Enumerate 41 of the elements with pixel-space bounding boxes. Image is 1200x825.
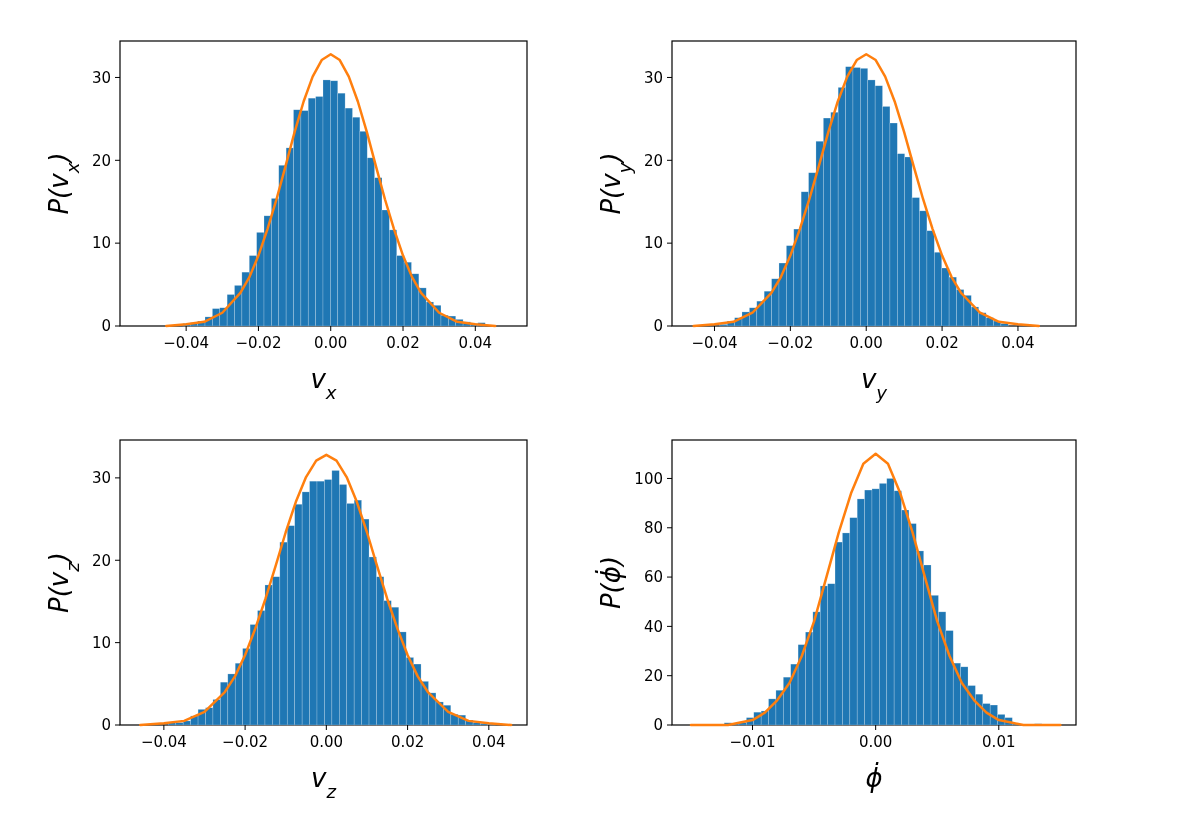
x-tick-label: −0.04 (140, 733, 187, 751)
y-tick-label: 0 (101, 317, 111, 336)
x-tick-label: 0.04 (1001, 334, 1035, 352)
y-tick-label: 30 (91, 68, 111, 87)
y-tick-label: 20 (643, 666, 663, 685)
x-tick-label: 0.01 (982, 733, 1016, 751)
x-tick-label: −0.04 (163, 334, 210, 352)
x-tick-label: 0.02 (390, 733, 425, 751)
x-tick-label: 0.00 (309, 733, 344, 751)
y-tick-label: 80 (643, 519, 663, 538)
y-tick-label: 20 (643, 151, 663, 170)
y-tick-label: 0 (653, 716, 663, 735)
x-tick-label: −0.02 (767, 334, 814, 352)
x-tick-label: 0.00 (858, 733, 893, 751)
y-tick-label: 10 (91, 234, 111, 253)
x-axis-title: ϕ̇ (865, 761, 883, 793)
x-tick-label: 0.00 (849, 334, 883, 352)
y-tick-label: 10 (91, 633, 111, 652)
y-tick-label: 60 (643, 568, 663, 587)
y-tick-label: 30 (91, 469, 111, 488)
x-tick-label: 0.02 (386, 334, 420, 352)
y-tick-label: 100 (634, 469, 663, 488)
x-tick-label: −0.01 (729, 733, 776, 751)
x-tick-label: −0.04 (691, 334, 738, 352)
x-tick-label: −0.02 (235, 334, 282, 352)
x-tick-label: 0.02 (925, 334, 959, 352)
x-axis-title: v$_{x}$ (310, 364, 337, 403)
x-tick-label: 0.00 (314, 334, 348, 352)
y-tick-label: 20 (91, 151, 111, 170)
x-axis-title: v$_{y}$ (860, 364, 888, 403)
x-axis-title: v$_{z}$ (311, 763, 337, 802)
x-tick-label: −0.02 (222, 733, 269, 751)
y-tick-label: 0 (101, 716, 111, 735)
y-axis-title: P(ϕ̇) (594, 555, 626, 610)
y-tick-label: 40 (643, 617, 663, 636)
y-tick-label: 10 (643, 234, 663, 253)
y-tick-label: 30 (643, 68, 663, 87)
y-tick-label: 0 (653, 317, 663, 336)
x-tick-label: 0.04 (472, 733, 506, 751)
y-tick-label: 20 (91, 551, 111, 570)
x-tick-label: 0.04 (458, 334, 493, 352)
